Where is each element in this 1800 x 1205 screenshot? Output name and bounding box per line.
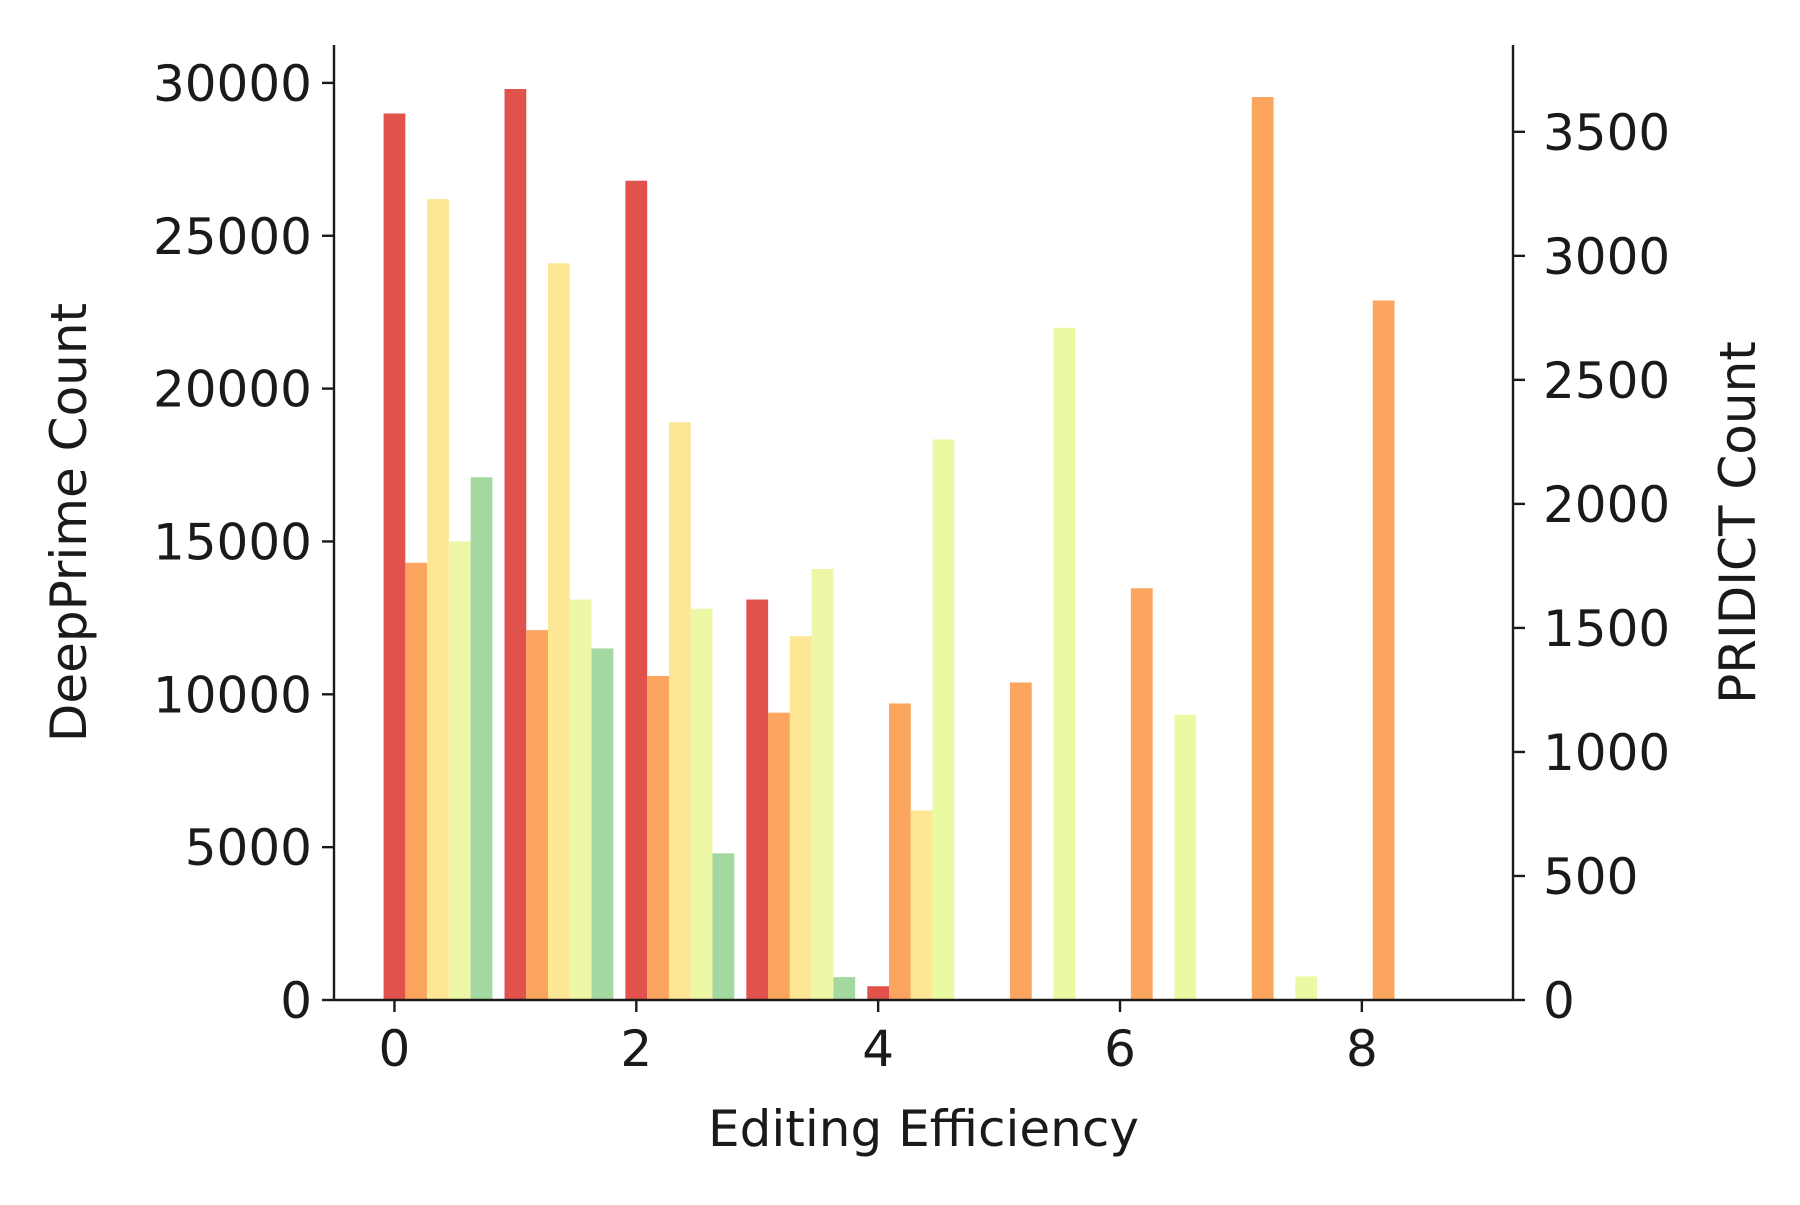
histogram-bar-0 xyxy=(383,113,406,1001)
histogram-bar-27 xyxy=(1174,714,1197,1000)
histogram-bar-16 xyxy=(768,712,790,1000)
left-y-tick-label-3: 15000 xyxy=(153,513,312,571)
x-tick-label-1: 2 xyxy=(620,1020,652,1078)
histogram-bar-18 xyxy=(811,568,834,1000)
x-tick-label-2: 4 xyxy=(862,1020,894,1078)
right-y-tick-label-5: 2500 xyxy=(1543,352,1670,410)
histogram-bar-8 xyxy=(569,599,592,1000)
histogram-bar-11 xyxy=(647,675,669,1000)
histogram-bar-6 xyxy=(526,630,549,1000)
histogram-bar-7 xyxy=(548,263,570,1000)
right-y-tick-label-4: 2000 xyxy=(1543,476,1670,534)
histogram-bar-4 xyxy=(470,477,493,1000)
left-y-tick-label-5: 25000 xyxy=(153,208,312,266)
histogram-bar-9 xyxy=(591,648,614,1000)
x-axis-title: Editing Efficiency xyxy=(708,1100,1139,1158)
histogram-bar-10 xyxy=(625,180,648,1001)
histogram-bar-5 xyxy=(504,89,527,1000)
histogram-bar-26 xyxy=(1130,588,1153,1000)
axes-layer xyxy=(332,45,1515,1002)
histogram-bar-12 xyxy=(668,422,691,1001)
histogram-bar-22 xyxy=(910,810,933,1000)
histogram-bar-15 xyxy=(746,599,769,1000)
right-y-tick-label-7: 3500 xyxy=(1543,104,1670,162)
right-y-tick-label-3: 1500 xyxy=(1543,600,1670,658)
right-y-axis-title: PRIDICT Count xyxy=(1709,341,1767,704)
histogram-bar-17 xyxy=(789,636,812,1000)
histogram-bar-29 xyxy=(1295,976,1318,1000)
histogram-bar-28 xyxy=(1251,97,1274,1001)
histogram-bar-23 xyxy=(932,439,955,1000)
histogram-bar-14 xyxy=(712,853,735,1000)
left-y-tick-label-2: 10000 xyxy=(153,666,312,724)
histogram-bar-30 xyxy=(1372,300,1395,1000)
histogram-bar-3 xyxy=(448,541,471,1000)
right-y-tick-label-6: 3000 xyxy=(1543,228,1670,286)
ticks-layer: 0 2 4 6 8 0 5000 10000 15000 20000 25000 30000 0 500 1… xyxy=(153,55,1670,1078)
histogram-bar-2 xyxy=(427,199,449,1000)
histogram-bar-19 xyxy=(833,977,856,1000)
histogram-bar-13 xyxy=(690,608,713,1000)
right-y-tick-label-0: 0 xyxy=(1543,972,1575,1030)
x-tick-label-4: 8 xyxy=(1346,1020,1378,1078)
left-y-tick-label-1: 5000 xyxy=(185,819,312,877)
x-tick-label-0: 0 xyxy=(379,1020,411,1078)
histogram-bar-20 xyxy=(867,986,890,1000)
histogram-bar-24 xyxy=(1009,682,1032,1000)
left-y-tick-label-4: 20000 xyxy=(153,361,312,419)
x-tick-label-3: 6 xyxy=(1104,1020,1136,1078)
left-y-axis-title: DeepPrime Count xyxy=(40,303,98,742)
right-y-tick-label-2: 1000 xyxy=(1543,724,1670,782)
left-y-tick-label-6: 30000 xyxy=(153,55,312,113)
left-y-tick-label-0: 0 xyxy=(280,972,312,1030)
bars-layer xyxy=(383,89,1395,1001)
histogram-bar-1 xyxy=(405,562,428,1000)
histogram-bar-21 xyxy=(889,703,911,1000)
right-y-tick-label-1: 500 xyxy=(1543,848,1638,906)
histogram-bar-25 xyxy=(1053,327,1076,1000)
